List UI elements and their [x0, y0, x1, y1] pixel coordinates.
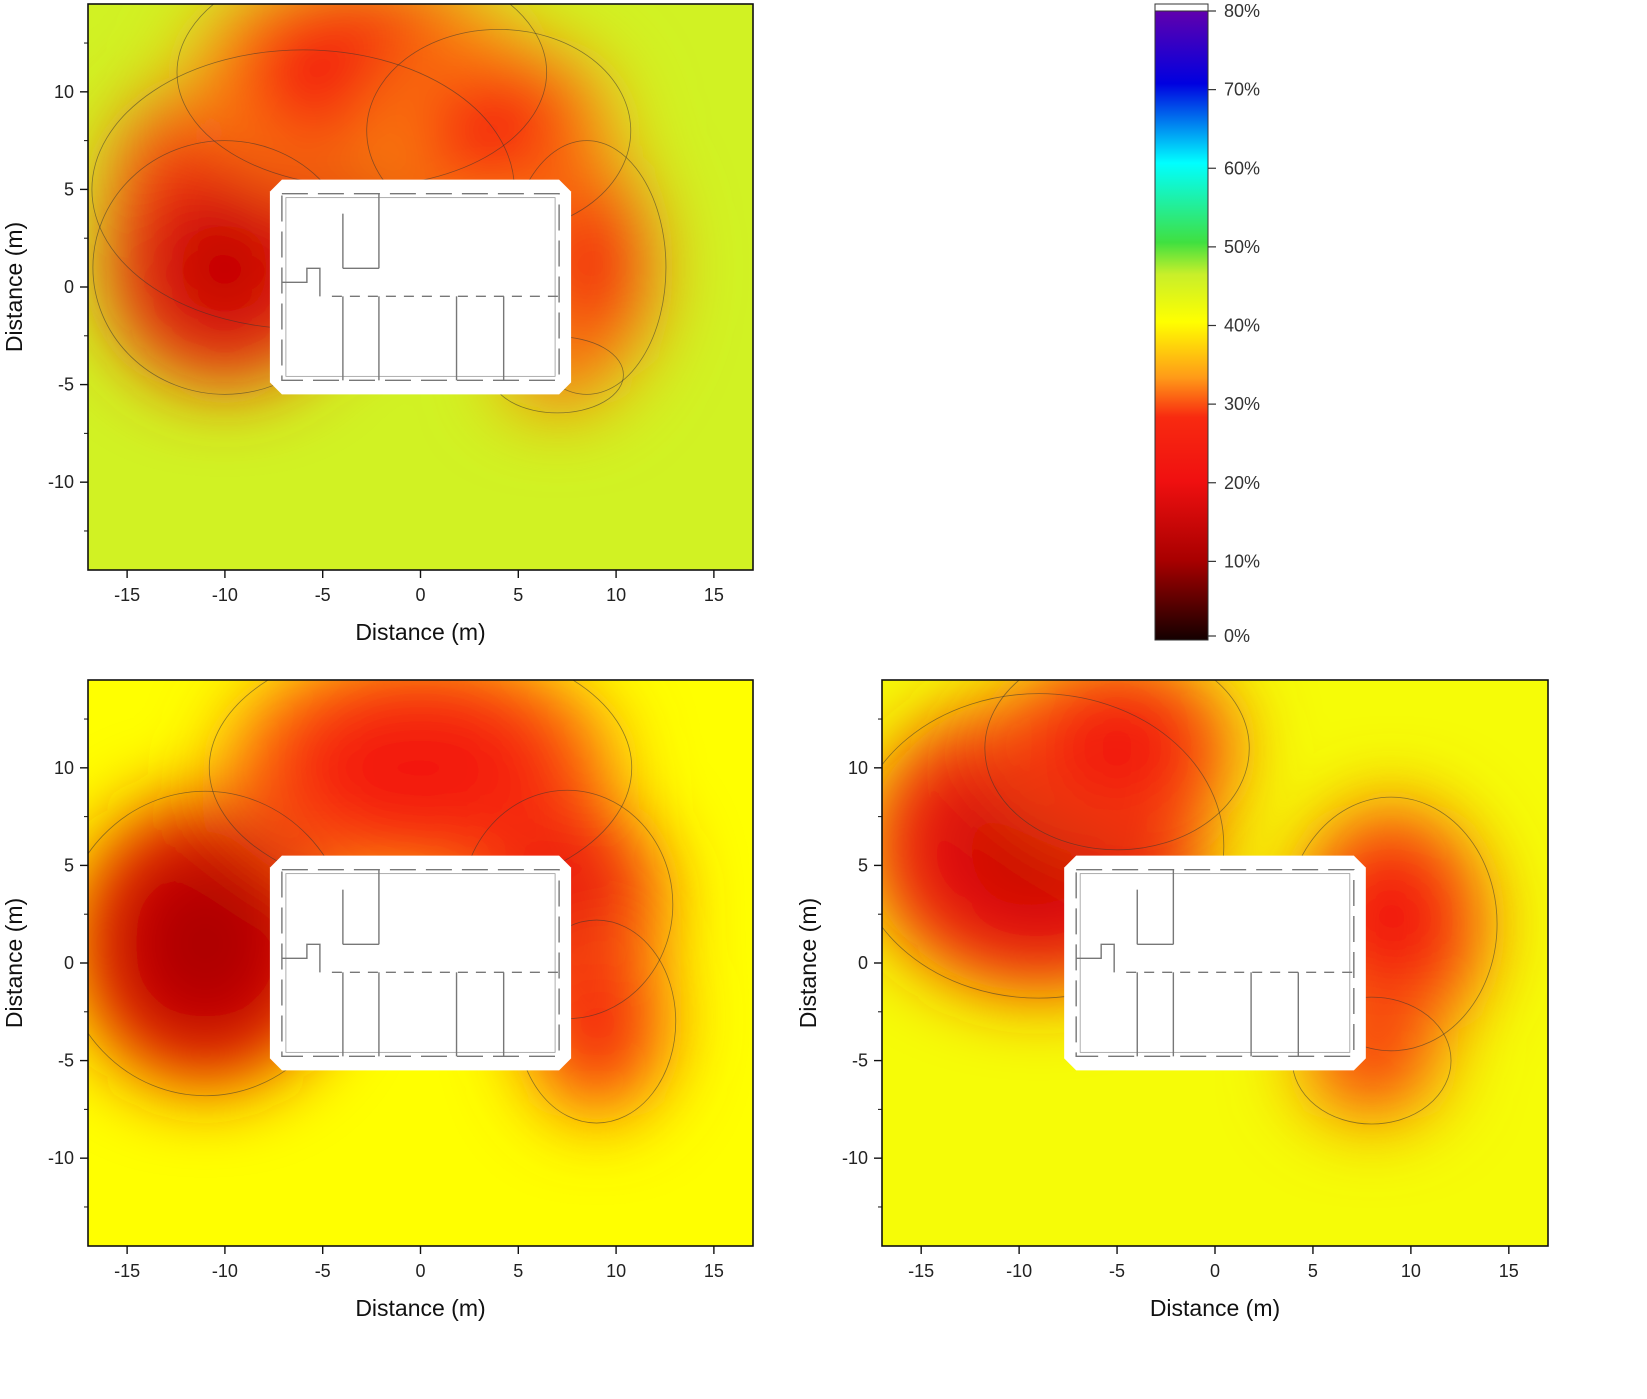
y-axis-title: Distance (m) [795, 898, 821, 1028]
y-tick-label: 5 [64, 855, 74, 875]
x-tick-label: -15 [114, 585, 140, 605]
x-tick-label: -10 [1006, 1261, 1032, 1281]
contour-line [984, 680, 1250, 851]
x-tick-label: 10 [1401, 1261, 1421, 1281]
building-footprint [1064, 855, 1366, 1071]
y-tick-label: 5 [64, 179, 74, 199]
x-axis-title: Distance (m) [355, 619, 485, 645]
hotspot-core [1348, 870, 1435, 978]
y-tick-label: 0 [858, 953, 868, 973]
x-tick-label: -15 [114, 1261, 140, 1281]
colorbar-tick-label: 70% [1224, 80, 1260, 100]
colorbar-tick-label: 10% [1224, 551, 1260, 571]
x-axis-title: Distance (m) [1150, 1295, 1280, 1321]
y-tick-label: -10 [842, 1148, 868, 1168]
y-tick-label: 10 [54, 758, 74, 778]
y-tick-label: 0 [64, 277, 74, 297]
x-tick-label: 10 [606, 1261, 626, 1281]
x-tick-label: -15 [908, 1261, 934, 1281]
colorbar-tick-label: 60% [1224, 158, 1260, 178]
floor-plan [281, 868, 560, 1058]
heatmap-field [882, 680, 1548, 1246]
colorbar-cap [1154, 3, 1209, 12]
x-tick-label: 5 [513, 1261, 523, 1281]
colorbar: 0% 10% 20% 30% 40% 50% 60% 70% 80% [1154, 1, 1260, 646]
colorbar-frame [1154, 3, 1209, 641]
x-tick-label: 5 [1308, 1261, 1318, 1281]
heatmap-panel-top-left: -15 -10 -5 0 5 10 15 -10 -5 0 5 10 Distance (m) Dista… [1, 3, 754, 645]
y-tick-label: -5 [852, 1051, 868, 1071]
x-tick-label: 15 [704, 585, 724, 605]
colorbar-tick-label: 50% [1224, 237, 1260, 257]
x-tick-label: 15 [704, 1261, 724, 1281]
x-tick-label: 5 [513, 585, 523, 605]
y-tick-label: 10 [54, 82, 74, 102]
x-tick-label: -5 [315, 1261, 331, 1281]
y-tick-label: 5 [858, 855, 868, 875]
heatmap-field [88, 4, 753, 570]
y-tick-label: 10 [848, 758, 868, 778]
colorbar-tick-label: 20% [1224, 473, 1260, 493]
x-tick-label: 0 [415, 1261, 425, 1281]
hotspot-core [171, 213, 279, 322]
x-tick-label: 0 [1210, 1261, 1220, 1281]
x-tick-label: 15 [1499, 1261, 1519, 1281]
hotspot-core [146, 879, 265, 1008]
x-tick-label: 10 [606, 585, 626, 605]
y-axis-title: Distance (m) [1, 222, 27, 352]
building-footprint [269, 179, 572, 395]
y-tick-label: -5 [58, 1051, 74, 1071]
y-tick-label: -5 [58, 375, 74, 395]
hotspot-core [564, 978, 629, 1065]
y-axis-title: Distance (m) [1, 898, 27, 1028]
colorbar-tick-label: 40% [1224, 316, 1260, 336]
y-tick-label: -10 [48, 472, 74, 492]
hotspot-core [1063, 705, 1171, 792]
hotspot-core [444, 87, 553, 174]
y-tick-label: -10 [48, 1148, 74, 1168]
heatmap-field [88, 680, 753, 1246]
x-axis-title: Distance (m) [355, 1295, 485, 1321]
colorbar-tick-label: 80% [1224, 1, 1260, 21]
heatmap-panel-bottom-right: -15 -10 -5 0 5 10 15 -10 -5 0 5 10 Distance (m) Dista… [795, 679, 1549, 1321]
x-tick-label: -10 [212, 1261, 238, 1281]
floor-plan [281, 192, 560, 382]
x-tick-label: -5 [1109, 1261, 1125, 1281]
heatmap-panel-bottom-left: -15 -10 -5 0 5 10 15 -10 -5 0 5 10 Distance (m) Dista… [1, 679, 754, 1321]
colorbar-tick-label: 30% [1224, 394, 1260, 414]
x-tick-label: -5 [315, 585, 331, 605]
hotspot-core [334, 714, 507, 822]
building-footprint [269, 855, 572, 1071]
x-tick-label: 0 [415, 585, 425, 605]
floor-plan [1075, 868, 1355, 1058]
y-tick-label: 0 [64, 953, 74, 973]
colorbar-tick-label: 0% [1224, 626, 1250, 646]
x-tick-label: -10 [212, 585, 238, 605]
contour-line [882, 693, 1225, 999]
colorbar-gradient [1155, 4, 1208, 640]
